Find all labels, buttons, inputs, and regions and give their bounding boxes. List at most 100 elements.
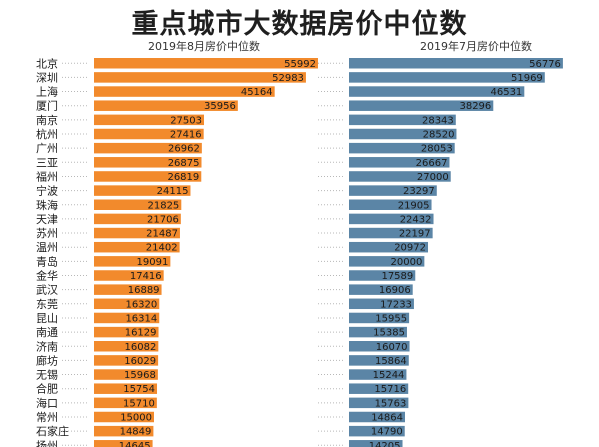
july-bar: [349, 72, 545, 83]
august-bar: [94, 284, 162, 295]
august-bar: [94, 114, 205, 126]
july-value-label: 23297: [403, 186, 435, 197]
july-value-label: 16070: [376, 342, 408, 353]
july-bar: [349, 185, 437, 196]
july-bar: [349, 298, 414, 310]
july-bar: [349, 284, 413, 295]
august-value-label: 55992: [284, 59, 316, 70]
august-bar: [94, 227, 180, 239]
july-value-label: 21905: [398, 200, 430, 211]
august-value-label: 15968: [124, 370, 156, 381]
july-bar: [349, 100, 494, 111]
august-bar: [94, 58, 318, 69]
august-bar: [94, 341, 159, 352]
august-value-label: 27416: [170, 130, 202, 141]
august-bar: [94, 369, 158, 380]
august-value-label: 16889: [128, 285, 160, 296]
august-value-label: 14849: [120, 427, 152, 438]
july-value-label: 26667: [416, 158, 448, 169]
july-value-label: 22432: [400, 214, 432, 225]
city-label: 广州: [36, 142, 58, 155]
august-value-label: 19091: [137, 257, 169, 268]
august-bar: [94, 86, 275, 97]
july-value-label: 46531: [490, 87, 522, 98]
july-value-label: 16906: [379, 285, 411, 296]
august-value-label: 21706: [147, 214, 179, 225]
july-value-label: 15716: [374, 384, 406, 395]
august-bar: [94, 171, 202, 182]
july-bar: [349, 128, 457, 140]
august-bar: [94, 241, 180, 253]
august-value-label: 16029: [124, 356, 156, 367]
city-label: 上海: [36, 85, 58, 99]
city-label: 合肥: [36, 382, 58, 396]
july-value-label: 20972: [394, 243, 426, 254]
july-bar: [349, 411, 406, 423]
august-bar: [94, 213, 181, 225]
city-label: 济南: [36, 339, 58, 353]
july-value-label: 15864: [375, 356, 407, 367]
city-label: 深圳: [36, 71, 58, 84]
july-value-label: 38296: [459, 101, 491, 112]
july-value-label: 28343: [422, 115, 454, 126]
july-bar: [349, 440, 403, 447]
july-bar: [349, 86, 525, 97]
city-label: 青岛: [36, 254, 58, 268]
august-bar: [94, 185, 191, 196]
city-label: 天津: [36, 213, 58, 226]
august-value-label: 21402: [146, 243, 178, 254]
august-value-label: 15710: [123, 398, 155, 409]
city-label: 珠海: [36, 198, 58, 212]
august-value-label: 16314: [125, 313, 157, 324]
city-label: 无锡: [36, 368, 58, 382]
city-label: 昆山: [36, 312, 58, 325]
july-value-label: 56776: [529, 59, 561, 70]
august-bar: [94, 157, 202, 168]
july-value-label: 17233: [380, 299, 412, 310]
august-value-label: 52983: [272, 73, 304, 84]
july-bar: [349, 227, 433, 239]
july-value-label: 17589: [381, 271, 413, 282]
july-bar: [349, 157, 450, 168]
august-value-label: 15000: [120, 413, 152, 424]
july-value-label: 28520: [423, 130, 455, 141]
august-value-label: 26962: [168, 144, 200, 155]
july-bar: [349, 199, 432, 210]
august-value-label: 26875: [168, 158, 200, 169]
july-value-label: 15955: [375, 313, 407, 324]
august-value-label: 16320: [125, 299, 157, 310]
city-label: 南通: [36, 326, 58, 339]
august-value-label: 14645: [119, 441, 151, 447]
july-bar: [349, 326, 407, 338]
july-bar: [349, 312, 410, 324]
july-bar: [349, 369, 407, 380]
july-bar: [349, 241, 429, 253]
august-value-label: 16082: [125, 342, 157, 353]
july-bar: [349, 341, 410, 352]
city-label: 石家庄: [36, 424, 69, 438]
august-value-label: 16129: [125, 328, 157, 339]
august-bar: [94, 355, 159, 366]
august-bar: [94, 298, 160, 310]
august-value-label: 26819: [167, 172, 199, 183]
july-bar: [349, 397, 409, 409]
city-label: 三亚: [36, 156, 58, 169]
city-label: 扬州: [36, 438, 58, 447]
july-bar: [349, 425, 405, 437]
city-label: 福州: [36, 169, 58, 183]
july-bar: [349, 58, 563, 69]
august-value-label: 15754: [123, 384, 155, 395]
july-bar: [349, 213, 434, 225]
july-value-label: 27000: [417, 172, 449, 183]
city-label: 北京: [36, 56, 58, 70]
city-label: 武汉: [36, 284, 58, 297]
july-value-label: 14205: [369, 441, 401, 447]
august-bar: [94, 72, 306, 83]
august-value-label: 45164: [241, 87, 273, 98]
july-bar: [349, 270, 416, 281]
july-value-label: 14864: [371, 413, 403, 424]
august-bar: [94, 397, 157, 409]
city-label: 苏州: [36, 227, 58, 240]
july-value-label: 22197: [399, 229, 431, 240]
august-bar: [94, 326, 159, 338]
